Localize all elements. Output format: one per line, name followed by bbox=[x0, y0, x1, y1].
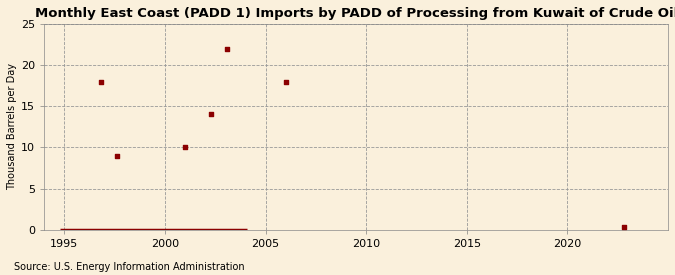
Title: Monthly East Coast (PADD 1) Imports by PADD of Processing from Kuwait of Crude O: Monthly East Coast (PADD 1) Imports by P… bbox=[34, 7, 675, 20]
Point bbox=[618, 225, 629, 230]
Point bbox=[222, 46, 233, 51]
Point bbox=[180, 145, 190, 150]
Text: Source: U.S. Energy Information Administration: Source: U.S. Energy Information Administ… bbox=[14, 262, 244, 272]
Y-axis label: Thousand Barrels per Day: Thousand Barrels per Day bbox=[7, 63, 17, 190]
Point bbox=[206, 112, 217, 117]
Point bbox=[95, 79, 106, 84]
Point bbox=[111, 153, 122, 158]
Point bbox=[280, 79, 291, 84]
